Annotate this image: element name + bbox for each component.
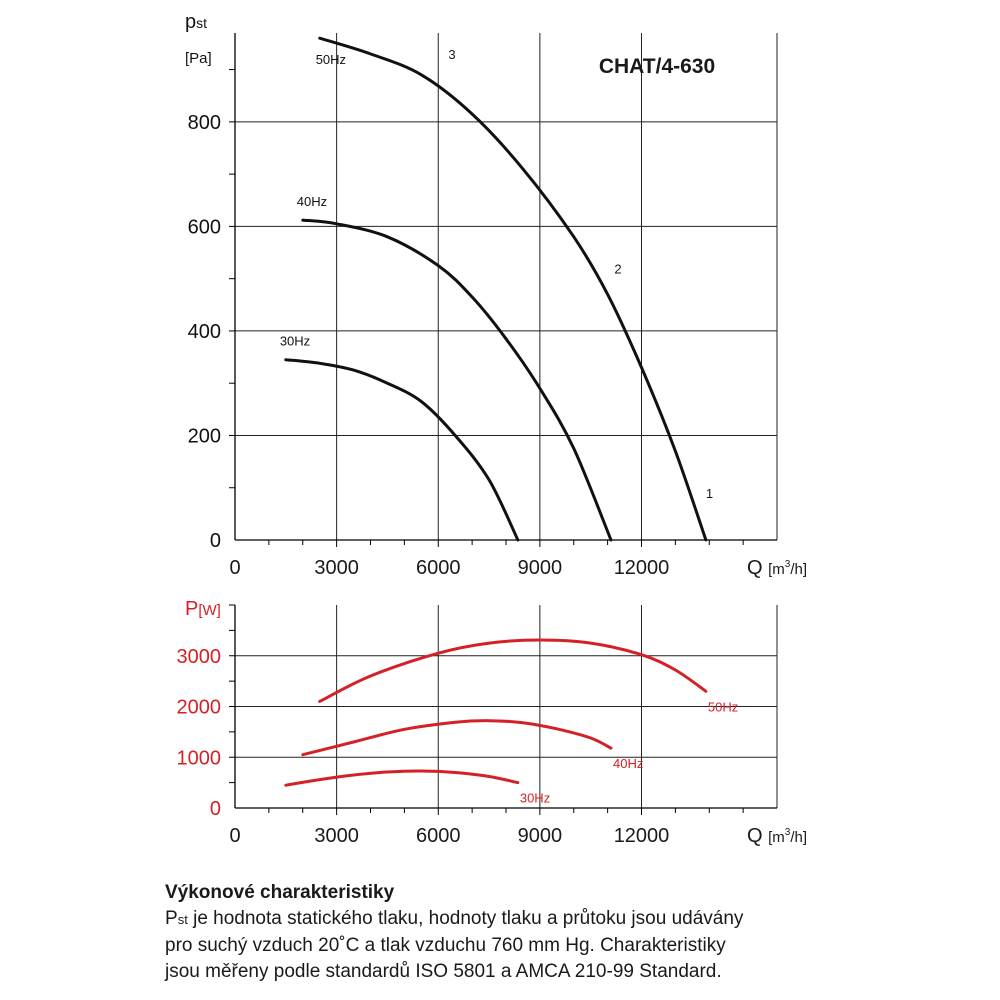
x-tick-label: 12000 [614, 825, 670, 847]
caption-line-1: Pst je hodnota statického tlaku, hodnoty… [165, 906, 885, 933]
caption-line-1-text: je hodnota statického tlaku, hodnoty tla… [187, 908, 744, 929]
series-label-30Hz: 30Hz [280, 334, 310, 349]
y-tick-label: 200 [188, 425, 221, 447]
caption-line-3: jsou měřeny podle standardů ISO 5801 a A… [165, 961, 722, 982]
y-tick-label: 0 [210, 530, 221, 552]
operating-point-label-3: 3 [448, 47, 455, 62]
series-curve-30Hz [284, 358, 520, 542]
caption: Výkonové charakteristiky Pst je hodnota … [165, 880, 885, 985]
y-tick-label: 600 [188, 216, 221, 238]
y-tick-label: 2000 [177, 697, 222, 719]
series-label-40Hz: 40Hz [297, 194, 327, 209]
y-tick-label: 1000 [177, 747, 222, 769]
caption-title: Výkonové charakteristiky [165, 882, 395, 903]
y-tick-label: 3000 [177, 646, 222, 668]
caption-line-2: pro suchý vzduch 20˚C a tlak vzduchu 760… [165, 935, 726, 956]
y-tick-label: 800 [188, 112, 221, 134]
series-curve-30Hz [284, 769, 520, 787]
operating-point-label-1: 1 [706, 486, 713, 501]
operating-point-label-2: 2 [614, 261, 621, 276]
x-tick-label: 9000 [518, 825, 563, 847]
y-tick-label: 400 [188, 321, 221, 343]
y-axis-title: P[W] [185, 598, 221, 620]
x-tick-label: 6000 [416, 825, 461, 847]
series-label-30Hz: 30Hz [520, 791, 550, 806]
x-tick-label: 9000 [518, 557, 563, 579]
x-tick-label: 3000 [314, 825, 359, 847]
x-tick-label: 3000 [314, 557, 359, 579]
series-curve-40Hz [301, 719, 613, 757]
x-tick-label: 0 [229, 557, 240, 579]
series-curve-50Hz [318, 638, 708, 703]
y-axis-title: pst [185, 11, 207, 33]
caption-p-subscript: st [177, 912, 188, 927]
x-tick-label: 12000 [614, 557, 670, 579]
series-curve-40Hz [301, 218, 613, 542]
series-label-50Hz: 50Hz [708, 699, 738, 714]
series-label-40Hz: 40Hz [613, 756, 643, 771]
series-label-50Hz: 50Hz [316, 52, 346, 67]
y-tick-label: 0 [210, 798, 221, 820]
x-tick-label: 0 [229, 825, 240, 847]
pressure-chart: 0 3000 6000 9000 12000 0 200 400 600 800 pst [Pa] Q … [185, 11, 807, 579]
power-chart: 0 3000 6000 9000 12000 0 1000 2000 3000 P[W] Q [m3… [177, 598, 808, 847]
y-axis-unit: [Pa] [185, 50, 212, 67]
series-curve-50Hz [318, 36, 708, 542]
charts-canvas: 0 3000 6000 9000 120000200400600800pst[Pa]Q … [177, 11, 808, 847]
x-tick-label: 6000 [416, 557, 461, 579]
chart-title: CHAT/4-630 [599, 55, 715, 78]
caption-p-symbol: P [165, 908, 178, 929]
x-axis-title: Q [m3/h] [747, 825, 807, 847]
x-axis-title: Q [m3/h] [747, 557, 807, 579]
